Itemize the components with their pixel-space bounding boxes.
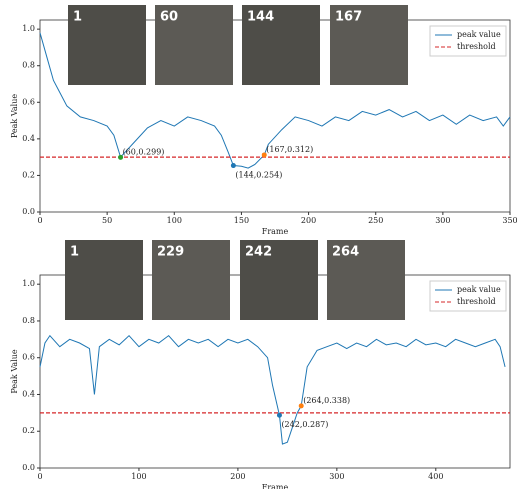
y-tick-label: 0.4 — [22, 134, 35, 143]
thumb-label: 242 — [245, 245, 272, 260]
annotation-label: (264,0.338) — [303, 396, 350, 405]
figure: 0.0 0.2 0.4 0.6 0.8 1.0 0 50 100 150 200 250 300 350 F… — [0, 0, 517, 489]
y-tick-label: 0.8 — [22, 316, 35, 325]
y-tick-label: 0.0 — [22, 463, 35, 472]
x-tick-label: 300 — [329, 472, 344, 481]
x-tick-label: 350 — [502, 216, 517, 225]
thumb-label: 60 — [160, 10, 178, 25]
annotation-point — [277, 413, 282, 418]
thumb-label: 167 — [335, 10, 362, 25]
x-tick-label: 100 — [131, 472, 146, 481]
thumb-label: 1 — [73, 10, 82, 25]
x-tick-label: 200 — [230, 472, 245, 481]
annotation-label: (242,0.287) — [281, 420, 328, 429]
y-tick-label: 0.2 — [22, 426, 35, 435]
annotation-point — [231, 163, 236, 168]
y-tick-label: 0.6 — [22, 353, 35, 362]
legend-label: peak value — [457, 30, 501, 39]
y-axis-label: Peak Value — [10, 94, 19, 138]
y-axis-label: Peak Value — [10, 349, 19, 393]
y-tick-label: 0.8 — [22, 61, 35, 70]
thumb-label: 229 — [157, 245, 184, 260]
thumb-label: 144 — [247, 10, 274, 25]
y-tick-label: 0.0 — [22, 207, 35, 216]
legend-label: peak value — [457, 285, 501, 294]
x-tick-label: 50 — [102, 216, 112, 225]
annotation-label: (144,0.254) — [235, 171, 282, 180]
x-tick-label: 250 — [368, 216, 383, 225]
x-tick-label: 300 — [435, 216, 450, 225]
annotation-label: (60,0.299) — [123, 147, 165, 156]
legend-label: threshold — [457, 42, 496, 51]
x-axis-label: Frame — [262, 227, 289, 236]
y-tick-label: 1.0 — [22, 24, 35, 33]
y-tick-label: 0.4 — [22, 389, 35, 398]
series-line — [40, 336, 505, 444]
x-tick-label: 0 — [37, 472, 42, 481]
x-tick-label: 400 — [428, 472, 443, 481]
x-tick-label: 150 — [234, 216, 249, 225]
x-tick-label: 0 — [37, 216, 42, 225]
thumb-label: 1 — [70, 245, 79, 260]
y-tick-label: 0.2 — [22, 170, 35, 179]
x-tick-label: 100 — [167, 216, 182, 225]
annotation-label: (167,0.312) — [266, 145, 313, 154]
legend-label: threshold — [457, 297, 496, 306]
x-tick-label: 200 — [301, 216, 316, 225]
y-tick-label: 1.0 — [22, 279, 35, 288]
x-axis-label: Frame — [262, 483, 289, 489]
thumb-label: 264 — [332, 245, 359, 260]
y-tick-label: 0.6 — [22, 97, 35, 106]
